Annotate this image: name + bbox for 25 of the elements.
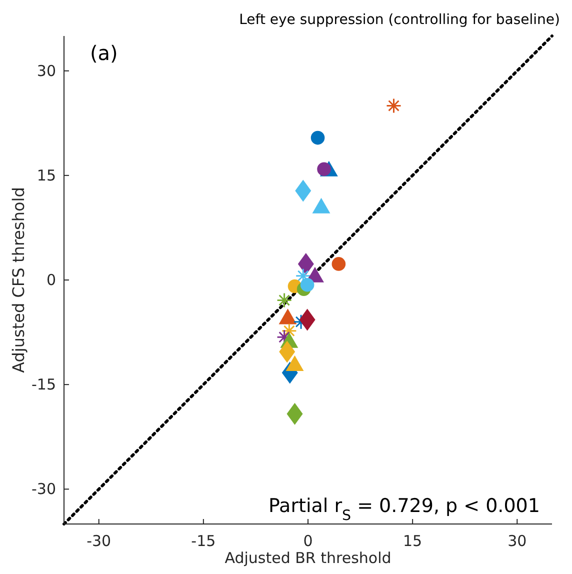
- y-tick-label: 0: [46, 271, 56, 289]
- point: [279, 340, 296, 363]
- point: [386, 98, 402, 114]
- point: [298, 252, 314, 275]
- chart-title: Left eye suppression (controlling for baseline): [239, 12, 560, 28]
- annotation: (a): [90, 41, 118, 65]
- point: [295, 180, 312, 202]
- point: [286, 402, 303, 425]
- x-tick-label: 0: [303, 532, 313, 550]
- point: [276, 292, 292, 308]
- y-tick-label: 30: [36, 62, 56, 80]
- y-axis-title: Adjusted CFS threshold: [9, 187, 28, 373]
- y-tick-label: 15: [36, 166, 56, 184]
- point: [310, 130, 325, 145]
- x-tick-label: -30: [86, 532, 112, 550]
- x-tick-label: -15: [191, 532, 216, 550]
- x-tick-label: 15: [403, 532, 422, 550]
- point: [332, 257, 346, 271]
- x-axis-title: Adjusted BR threshold: [224, 549, 392, 567]
- x-tick-label: 30: [508, 532, 527, 550]
- y-tick-label: -30: [32, 480, 56, 498]
- annotation: Partial r$_{S}$ = 0.729, p < 0.001: [268, 495, 540, 524]
- y-tick-label: -15: [32, 376, 56, 394]
- point: [300, 278, 314, 292]
- point: [299, 308, 316, 331]
